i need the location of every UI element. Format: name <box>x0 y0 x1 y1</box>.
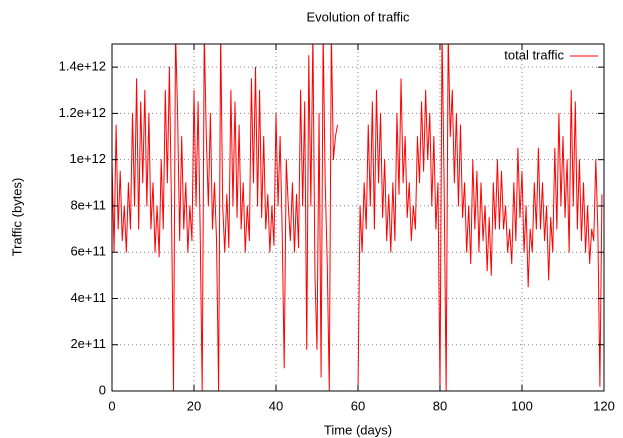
x-tick-label: 40 <box>269 398 283 413</box>
x-tick-label: 100 <box>511 398 533 413</box>
y-tick-label: 1e+12 <box>69 151 106 166</box>
y-tick-label: 1.4e+12 <box>59 59 106 74</box>
chart-title: Evolution of traffic <box>306 9 410 24</box>
y-tick-label: 8e+11 <box>70 197 106 212</box>
grid <box>111 44 605 392</box>
x-tick-label: 60 <box>351 398 365 413</box>
x-axis-label: Time (days) <box>324 422 392 437</box>
x-tick-label: 120 <box>593 398 615 413</box>
series-line <box>357 44 603 391</box>
y-tick-label: 2e+11 <box>70 336 106 351</box>
y-tick-label: 1.2e+12 <box>59 105 106 120</box>
x-tick-label: 20 <box>187 398 201 413</box>
y-axis-label: Traffic (bytes) <box>9 178 24 257</box>
legend-label: total traffic <box>504 47 564 62</box>
plot-area <box>112 44 603 391</box>
x-tick-label: 0 <box>108 398 115 413</box>
series-line <box>112 44 338 391</box>
y-tick-label: 0 <box>99 382 106 397</box>
y-tick-label: 4e+11 <box>70 290 106 305</box>
x-tick-label: 80 <box>433 398 447 413</box>
y-tick-label: 6e+11 <box>70 244 106 259</box>
